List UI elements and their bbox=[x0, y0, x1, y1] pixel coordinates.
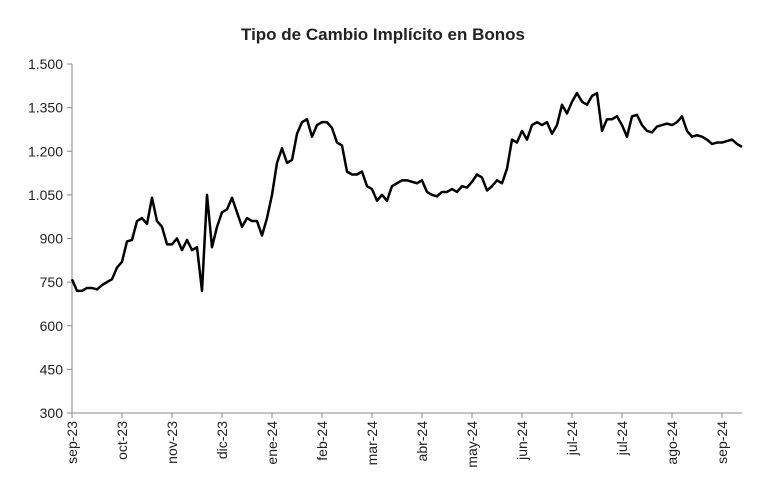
x-tick-label: sep-23 bbox=[64, 421, 80, 464]
x-tick-label: nov-23 bbox=[164, 421, 180, 464]
y-tick-label: 1.200 bbox=[28, 143, 63, 159]
y-tick-label: 1.350 bbox=[28, 100, 63, 116]
x-tick-label: oct-23 bbox=[114, 421, 130, 460]
chart-title: Tipo de Cambio Implícito en Bonos bbox=[241, 25, 525, 44]
x-tick-label: ago-24 bbox=[664, 421, 680, 465]
x-tick-label: dic-23 bbox=[214, 421, 230, 459]
y-tick-label: 600 bbox=[40, 318, 64, 334]
y-tick-label: 1.050 bbox=[28, 187, 63, 203]
y-tick-label: 750 bbox=[40, 274, 64, 290]
x-tick-label: sep-24 bbox=[714, 421, 730, 464]
x-tick-label: jul-24 bbox=[614, 421, 630, 456]
y-tick-label: 300 bbox=[40, 405, 64, 421]
y-tick-label: 450 bbox=[40, 361, 64, 377]
x-tick-label: ene-24 bbox=[264, 421, 280, 465]
y-tick-label: 900 bbox=[40, 231, 64, 247]
x-tick-label: abr-24 bbox=[414, 421, 430, 462]
x-tick-label: feb-24 bbox=[314, 421, 330, 461]
x-tick-label: may-24 bbox=[464, 421, 480, 468]
y-tick-label: 1.500 bbox=[28, 56, 63, 72]
x-tick-label: mar-24 bbox=[364, 421, 380, 466]
line-series bbox=[70, 91, 743, 293]
x-tick-label: jul-24 bbox=[564, 421, 580, 456]
x-tick-label: jun-24 bbox=[514, 421, 530, 461]
